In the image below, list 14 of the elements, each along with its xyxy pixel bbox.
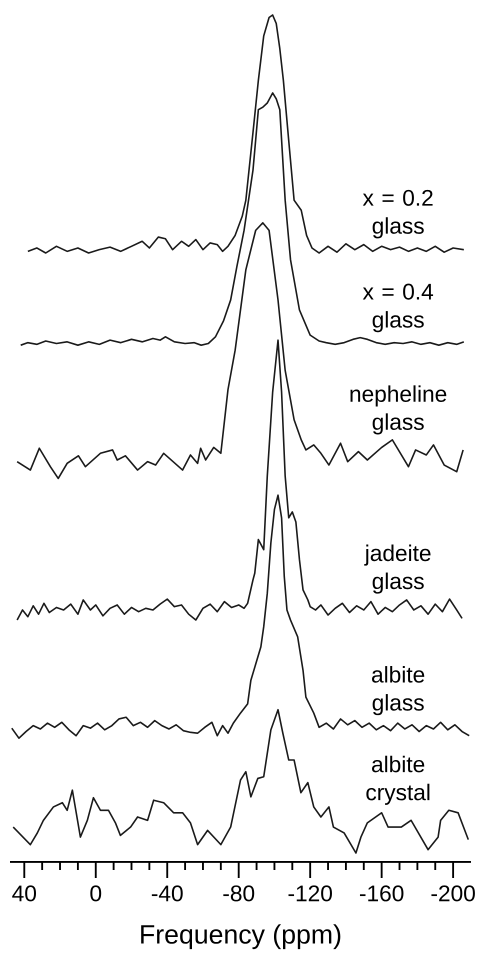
series-label: nepheline glass [350, 385, 446, 434]
series-label: jadeite glass [364, 544, 431, 594]
series-label: x = 0.4 glass [362, 284, 434, 332]
x-tick-label: -80 [223, 885, 254, 902]
series-label: albite glass [372, 666, 424, 716]
x-tick-label: 40 [12, 885, 36, 902]
x-axis-title: Frequency (ppm) [141, 924, 340, 950]
series-label: albite crystal [366, 756, 430, 805]
x-tick-label: -120 [288, 885, 332, 902]
x-tick-label: -200 [431, 885, 475, 902]
x-tick-label: -40 [152, 885, 183, 902]
series-label: x = 0.2 glass [362, 190, 433, 238]
x-tick-label: 0 [90, 885, 102, 902]
x-tick-label: -160 [360, 885, 404, 902]
